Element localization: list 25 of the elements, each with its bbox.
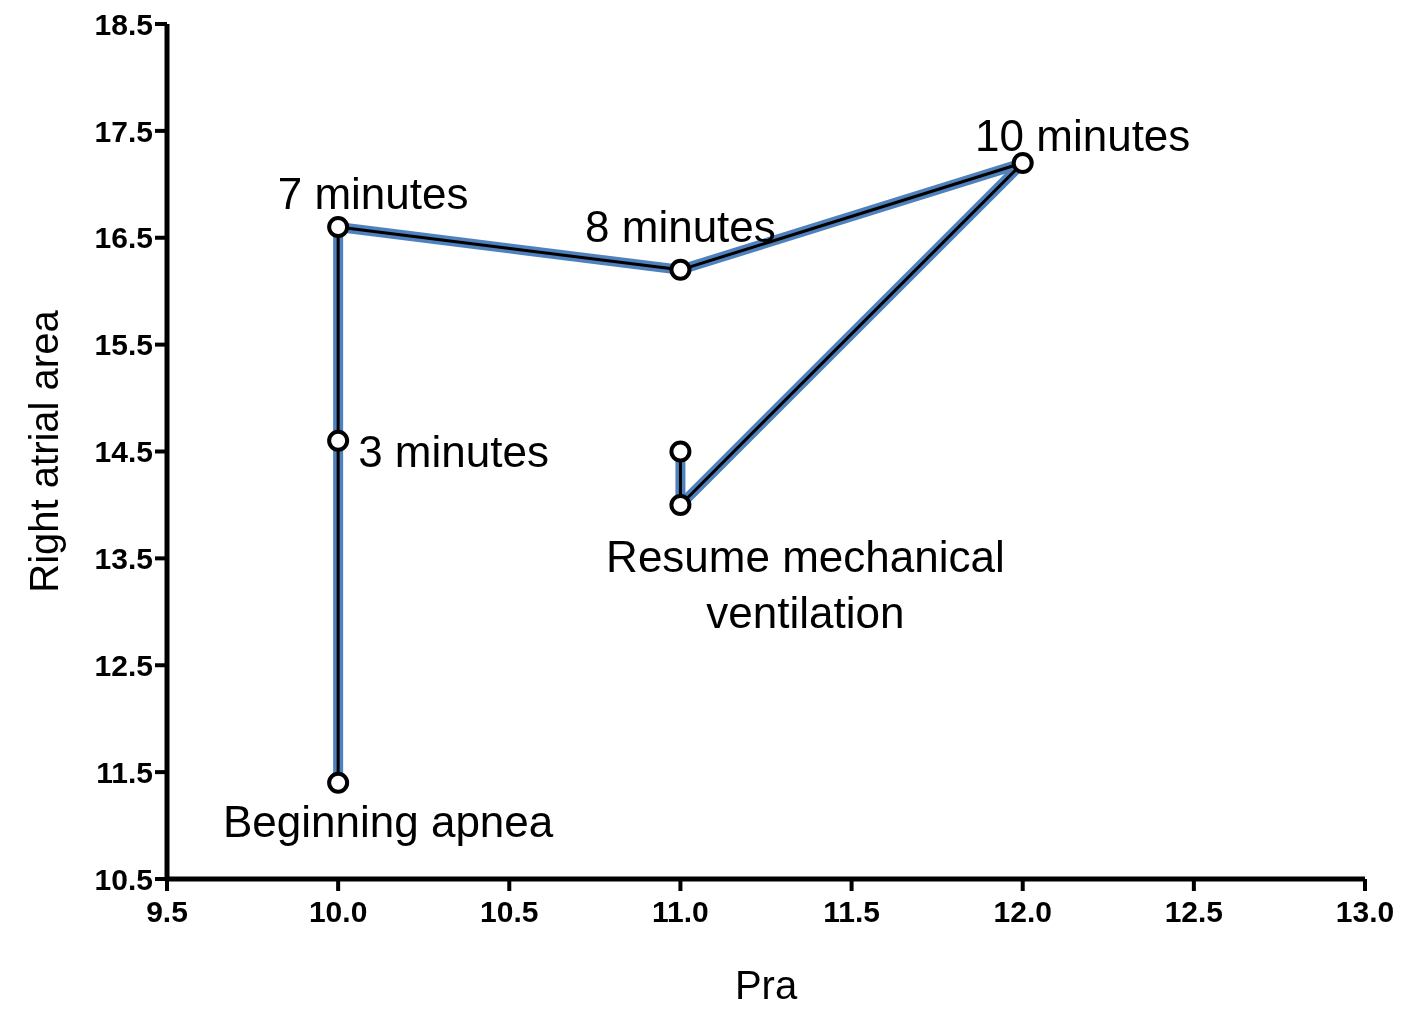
x-tick-label: 12.0 <box>993 895 1052 929</box>
y-tick-label: 18.5 <box>94 7 153 41</box>
x-tick-label: 13.0 <box>1335 895 1395 929</box>
y-tick-label: 11.5 <box>96 755 153 789</box>
annotation: 3 minutes <box>358 426 549 476</box>
x-tick-label: 11.0 <box>652 895 709 929</box>
x-tick-label: 10.5 <box>480 895 539 929</box>
x-tick-label: 11.5 <box>823 895 880 929</box>
annotation: Beginning apnea <box>222 796 554 846</box>
annotation: Resume mechanical ventilation <box>606 531 1005 637</box>
x-axis-title: Pra <box>734 963 798 1007</box>
y-tick-label: 10.5 <box>94 862 153 896</box>
x-tick-label: 10.0 <box>308 895 368 929</box>
y-tick-label: 13.5 <box>94 542 153 576</box>
y-tick-label: 15.5 <box>94 328 153 362</box>
y-tick-label: 16.5 <box>94 221 153 255</box>
annotation: 7 minutes <box>277 168 469 218</box>
annotation: 10 minutes <box>975 110 1191 160</box>
annotation: 8 minutes <box>585 201 776 251</box>
y-tick-label: 12.5 <box>94 648 153 682</box>
x-tick-label: 12.5 <box>1164 895 1224 929</box>
x-tick-label: 9.5 <box>146 895 188 929</box>
y-tick-label: 17.5 <box>94 114 153 148</box>
y-axis-title: Right atrial area <box>22 309 67 593</box>
y-tick-label: 14.5 <box>94 435 153 469</box>
